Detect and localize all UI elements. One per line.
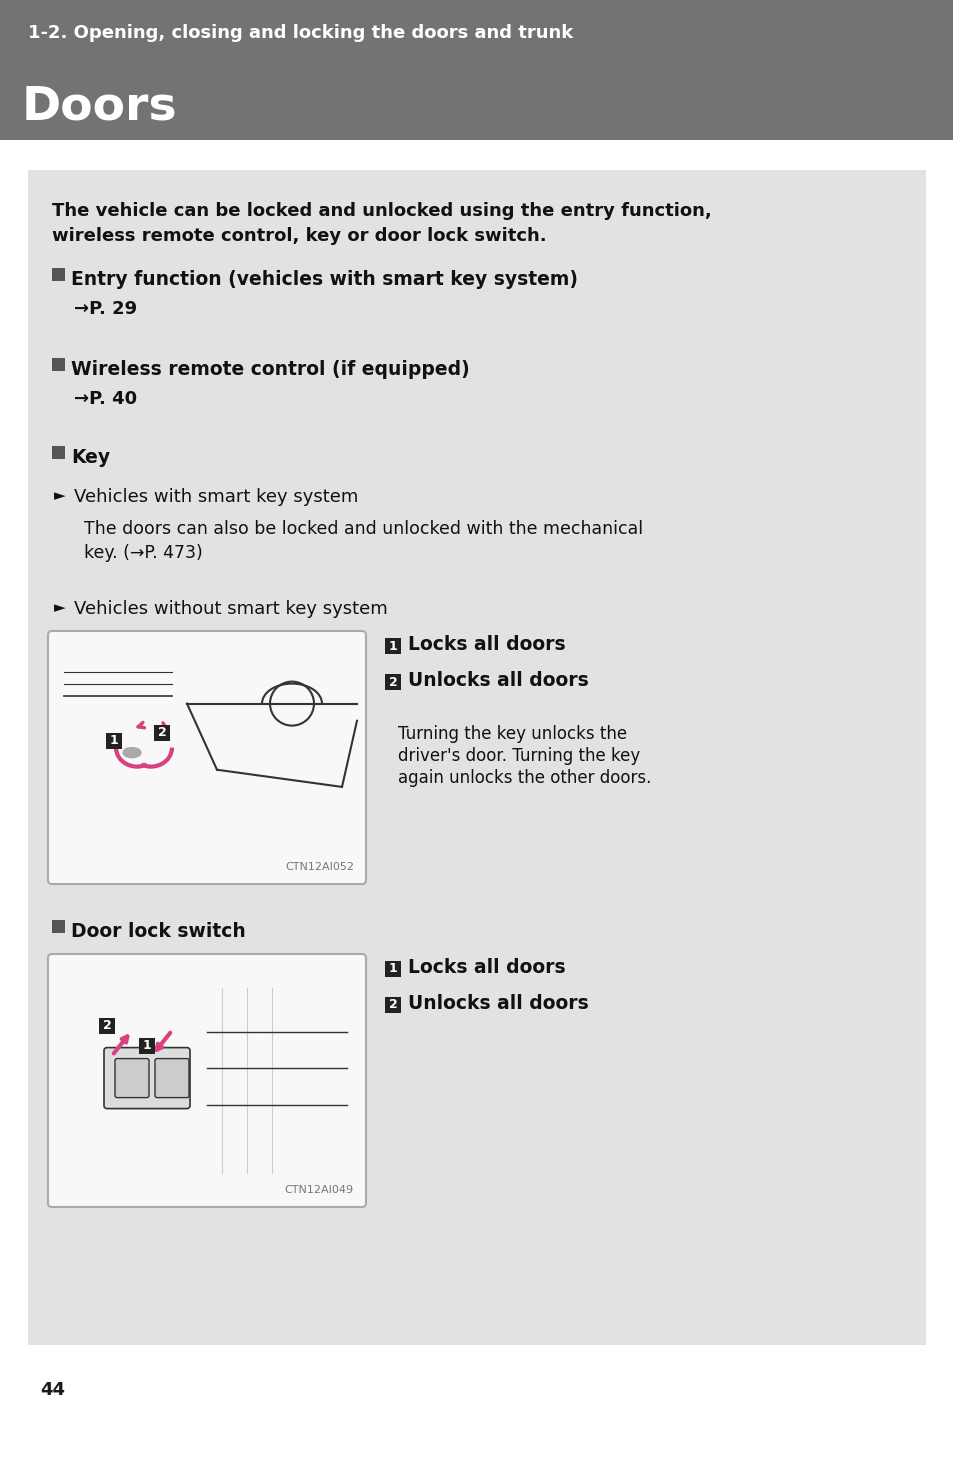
Text: key. (→P. 473): key. (→P. 473) [84,544,203,562]
Text: Unlocks all doors: Unlocks all doors [408,671,588,690]
Bar [385,639,400,653]
Bar [385,962,400,976]
Bar [99,1018,115,1034]
Text: ►: ► [54,600,66,615]
Text: The doors can also be locked and unlocked with the mechanical: The doors can also be locked and unlocke… [84,521,642,538]
Text: 1: 1 [110,735,118,748]
Text: 44: 44 [40,1381,65,1398]
Text: CTN12AI049: CTN12AI049 [285,1184,354,1195]
Text: Doors: Doors [22,86,177,130]
Text: 1-2. Opening, closing and locking the doors and trunk: 1-2. Opening, closing and locking the do… [28,24,573,41]
FancyBboxPatch shape [104,1047,190,1109]
Bar [106,733,122,749]
Text: Locks all doors: Locks all doors [408,636,565,653]
Text: 1: 1 [143,1038,152,1052]
Text: 2: 2 [388,676,397,689]
Text: again unlocks the other doors.: again unlocks the other doors. [397,768,651,788]
Text: →P. 29: →P. 29 [74,299,137,319]
Bar [385,997,400,1013]
Text: Vehicles with smart key system: Vehicles with smart key system [74,488,358,506]
FancyBboxPatch shape [48,954,366,1207]
Text: CTN12AI052: CTN12AI052 [285,861,354,872]
Text: Vehicles without smart key system: Vehicles without smart key system [74,600,387,618]
Bar [153,724,170,740]
Bar [52,358,65,372]
FancyBboxPatch shape [154,1059,189,1097]
Text: →P. 40: →P. 40 [74,389,137,409]
Text: Unlocks all doors: Unlocks all doors [408,994,588,1013]
Text: wireless remote control, key or door lock switch.: wireless remote control, key or door loc… [52,227,546,245]
Bar [52,920,65,934]
FancyBboxPatch shape [48,631,366,884]
Text: Wireless remote control (if equipped): Wireless remote control (if equipped) [71,360,469,379]
Bar [0,0,953,140]
Text: Locks all doors: Locks all doors [408,957,565,976]
Bar [139,1037,154,1053]
FancyBboxPatch shape [115,1059,149,1097]
Text: Entry function (vehicles with smart key system): Entry function (vehicles with smart key … [71,270,578,289]
Ellipse shape [123,748,141,758]
Bar [28,170,925,1345]
Text: ►: ► [54,488,66,503]
Bar [52,445,65,459]
Text: 2: 2 [103,1019,112,1032]
Text: Door lock switch: Door lock switch [71,922,246,941]
Text: 1: 1 [388,963,397,975]
Text: driver's door. Turning the key: driver's door. Turning the key [397,746,639,766]
Text: 2: 2 [157,726,166,739]
Text: Turning the key unlocks the: Turning the key unlocks the [397,726,626,743]
Text: 2: 2 [388,999,397,1012]
Bar [385,674,400,690]
Text: 1: 1 [388,640,397,652]
Bar [52,268,65,282]
Text: Key: Key [71,448,110,468]
Text: The vehicle can be locked and unlocked using the entry function,: The vehicle can be locked and unlocked u… [52,202,711,220]
